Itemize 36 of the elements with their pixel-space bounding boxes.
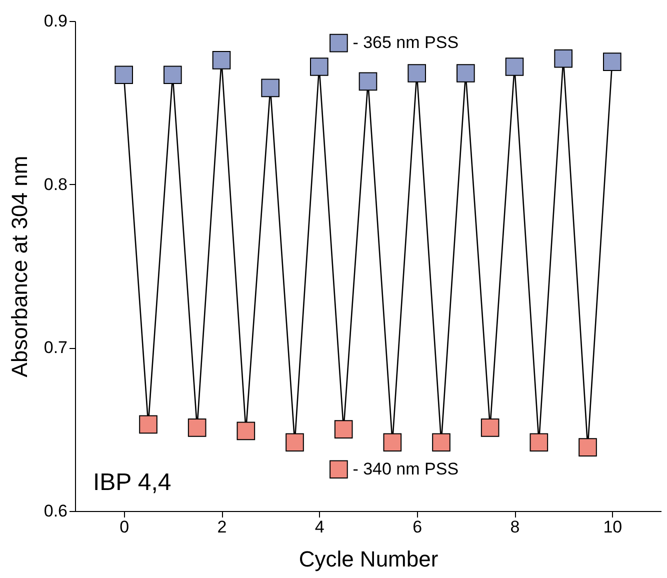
y-tick-label: 0.8: [44, 174, 68, 194]
x-tick-label: 10: [603, 518, 622, 536]
point: [310, 58, 328, 76]
point: [383, 433, 402, 452]
point: [505, 58, 524, 76]
annotation: IBP 4,4: [93, 469, 172, 496]
point: [554, 49, 572, 68]
point: [578, 438, 597, 456]
point: [236, 422, 256, 440]
point: [212, 51, 231, 70]
point: [480, 418, 500, 437]
point: [432, 433, 450, 452]
x-tick-label: 0: [120, 518, 130, 536]
point: [164, 66, 182, 84]
point: [334, 420, 353, 438]
x-tick-label: 2: [217, 518, 227, 536]
x-tick-label: 6: [412, 518, 422, 536]
point: [358, 72, 378, 91]
point: [408, 64, 426, 82]
y-tick-label: 0.6: [44, 502, 68, 520]
y-tick-label: 0.7: [44, 338, 68, 358]
point: [286, 433, 304, 452]
point: [456, 64, 475, 82]
point: [530, 433, 548, 452]
point: [114, 66, 133, 84]
x-axis-title: Cycle Number: [298, 546, 438, 572]
legend-label: - 340 nm PSS: [352, 459, 459, 478]
x-tick-label: 8: [510, 518, 520, 536]
point: [261, 78, 280, 98]
y-axis-title: Absorbance at 304 nm: [6, 156, 32, 378]
point: [139, 415, 158, 434]
x-tick-label: 4: [314, 518, 324, 536]
point: [188, 418, 206, 437]
legend-label: - 365 nm PSS: [352, 33, 459, 52]
point: [603, 52, 622, 71]
y-tick-label: 0.9: [44, 12, 68, 30]
